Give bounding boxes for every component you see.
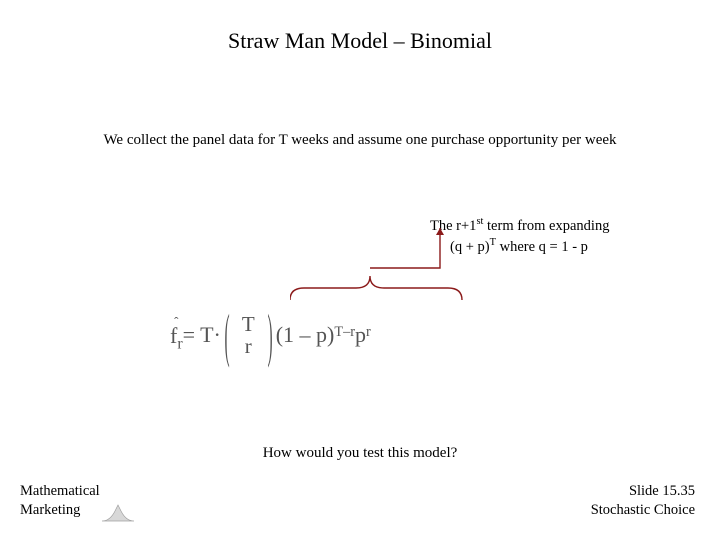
logo-curve-icon bbox=[100, 503, 136, 523]
footer-right: Slide 15.35 Stochastic Choice bbox=[591, 482, 695, 520]
term1-exp: T–r bbox=[334, 324, 355, 341]
closing-question: How would you test this model? bbox=[0, 445, 720, 462]
footer-left-2: Marketing bbox=[20, 501, 100, 520]
annotation-l1-post: term from expanding bbox=[483, 218, 609, 234]
annotation: The r+1st term from expanding (q + p)T w… bbox=[430, 215, 609, 258]
footer-left-1: Mathematical bbox=[20, 482, 100, 501]
binomial-coeff: ( T r ) bbox=[224, 305, 273, 365]
formula-eq: = T· bbox=[183, 322, 221, 348]
annotation-l1-pre: The r+1 bbox=[430, 218, 476, 234]
annotation-l2-pre: (q + p) bbox=[450, 239, 490, 255]
intro-text: We collect the panel data for T weeks an… bbox=[0, 132, 720, 149]
term1-base: (1 – p) bbox=[276, 322, 335, 348]
slide-title: Straw Man Model – Binomial bbox=[0, 0, 720, 54]
footer-left: Mathematical Marketing bbox=[20, 482, 100, 520]
binom-bot: r bbox=[245, 335, 252, 357]
term2-base: p bbox=[355, 322, 366, 348]
slide-number: Slide 15.35 bbox=[591, 482, 695, 501]
slide-topic: Stochastic Choice bbox=[591, 501, 695, 520]
binom-top: T bbox=[242, 313, 255, 335]
annotation-l2-post: where q = 1 - p bbox=[496, 239, 588, 255]
binomial-formula: ˆ fr = T· ( T r ) (1 – p)T–r pr bbox=[170, 300, 371, 370]
term2-exp: r bbox=[366, 324, 371, 341]
